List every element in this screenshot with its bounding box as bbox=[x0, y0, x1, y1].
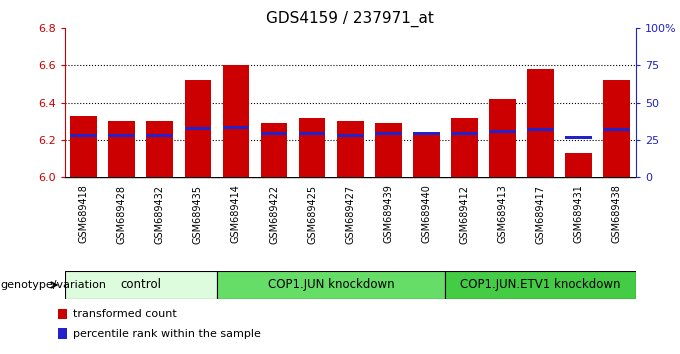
Bar bbox=[217, 271, 445, 299]
Text: GSM689412: GSM689412 bbox=[460, 184, 469, 244]
Text: GSM689428: GSM689428 bbox=[117, 184, 126, 244]
Bar bbox=[451, 118, 478, 177]
Bar bbox=[603, 128, 630, 131]
Bar bbox=[565, 136, 592, 138]
Bar bbox=[184, 127, 211, 130]
Text: GSM689439: GSM689439 bbox=[384, 184, 393, 244]
Text: GSM689432: GSM689432 bbox=[155, 184, 165, 244]
Bar bbox=[222, 126, 250, 129]
Bar bbox=[299, 132, 326, 135]
Bar bbox=[603, 80, 630, 177]
Bar bbox=[527, 128, 554, 131]
Bar bbox=[108, 121, 135, 177]
Bar bbox=[489, 99, 516, 177]
Bar bbox=[375, 123, 402, 177]
Bar bbox=[299, 118, 326, 177]
Text: GSM689413: GSM689413 bbox=[498, 184, 507, 244]
Bar bbox=[146, 134, 173, 137]
Bar bbox=[108, 134, 135, 137]
Text: genotype/variation: genotype/variation bbox=[1, 280, 107, 290]
Text: GSM689422: GSM689422 bbox=[269, 184, 279, 244]
Bar bbox=[375, 132, 402, 135]
Bar bbox=[337, 121, 364, 177]
Bar bbox=[489, 130, 516, 133]
Bar bbox=[146, 121, 173, 177]
Bar bbox=[260, 123, 288, 177]
Bar bbox=[445, 271, 636, 299]
Text: GSM689425: GSM689425 bbox=[307, 184, 317, 244]
Text: GSM689417: GSM689417 bbox=[536, 184, 545, 244]
Bar bbox=[222, 65, 250, 177]
Bar bbox=[260, 132, 288, 135]
Bar bbox=[58, 329, 67, 338]
Bar bbox=[565, 153, 592, 177]
Bar bbox=[527, 69, 554, 177]
Text: GSM689431: GSM689431 bbox=[574, 184, 583, 244]
Text: COP1.JUN knockdown: COP1.JUN knockdown bbox=[268, 279, 394, 291]
Text: GSM689438: GSM689438 bbox=[612, 184, 622, 244]
Text: transformed count: transformed count bbox=[73, 309, 177, 319]
Bar bbox=[65, 271, 217, 299]
Title: GDS4159 / 237971_at: GDS4159 / 237971_at bbox=[267, 11, 434, 27]
Text: GSM689427: GSM689427 bbox=[345, 184, 355, 244]
Bar bbox=[184, 80, 211, 177]
Text: COP1.JUN.ETV1 knockdown: COP1.JUN.ETV1 knockdown bbox=[460, 279, 621, 291]
Bar bbox=[451, 132, 478, 135]
Text: GSM689440: GSM689440 bbox=[422, 184, 431, 244]
Text: percentile rank within the sample: percentile rank within the sample bbox=[73, 329, 260, 338]
Bar bbox=[413, 132, 440, 135]
Bar bbox=[413, 134, 440, 177]
Text: GSM689435: GSM689435 bbox=[193, 184, 203, 244]
Bar bbox=[70, 134, 97, 137]
Text: control: control bbox=[120, 279, 161, 291]
Bar bbox=[337, 134, 364, 137]
Text: GSM689418: GSM689418 bbox=[79, 184, 88, 244]
Text: GSM689414: GSM689414 bbox=[231, 184, 241, 244]
Bar bbox=[58, 309, 67, 319]
Bar bbox=[70, 116, 97, 177]
